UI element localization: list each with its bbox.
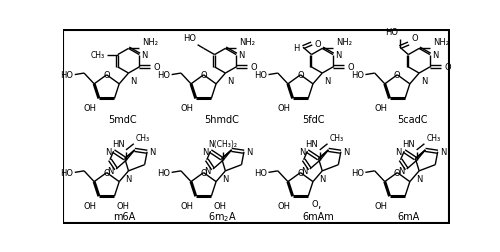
Text: 6mA: 6mA (398, 212, 420, 222)
Text: O: O (394, 71, 400, 80)
Text: HO: HO (157, 168, 170, 177)
Text: N: N (202, 147, 208, 156)
Text: HO: HO (351, 168, 364, 177)
Text: NH₂: NH₂ (433, 38, 449, 47)
Text: N: N (343, 148, 349, 157)
Text: CH₃: CH₃ (136, 134, 150, 143)
Text: HO: HO (254, 71, 267, 80)
Text: N: N (416, 174, 422, 183)
Text: CH₃: CH₃ (330, 134, 344, 143)
Text: N: N (246, 148, 252, 157)
Text: HO: HO (351, 71, 364, 80)
Text: N: N (432, 51, 438, 60)
Text: HO: HO (157, 71, 170, 80)
Text: N: N (126, 174, 132, 183)
Text: OH: OH (180, 104, 194, 113)
Text: OH: OH (374, 104, 387, 113)
Text: NH₂: NH₂ (336, 38, 352, 47)
Text: ,: , (318, 199, 321, 209)
Text: OH: OH (84, 104, 96, 113)
Text: N: N (301, 166, 308, 175)
Text: CH₃: CH₃ (90, 51, 104, 60)
Text: N: N (150, 148, 156, 157)
Text: 6mAm: 6mAm (302, 212, 334, 222)
Text: 5fdC: 5fdC (302, 114, 325, 124)
Text: HN: HN (306, 140, 318, 149)
Text: HN: HN (402, 140, 415, 149)
Text: OH: OH (278, 201, 290, 210)
Text: HO: HO (386, 28, 398, 37)
Text: N: N (398, 166, 404, 175)
Text: O: O (312, 200, 318, 209)
Text: N: N (440, 148, 446, 157)
Text: N: N (227, 77, 234, 86)
Text: N: N (130, 77, 136, 86)
Text: N: N (142, 51, 148, 60)
Text: 5cadC: 5cadC (398, 114, 428, 124)
Text: O: O (251, 63, 258, 72)
Text: O: O (315, 40, 322, 49)
Text: N: N (298, 147, 305, 156)
Text: 6m$_2$A: 6m$_2$A (208, 210, 238, 224)
Text: OH: OH (214, 201, 226, 210)
Text: O: O (297, 71, 304, 80)
Text: N: N (420, 77, 427, 86)
Text: m6A: m6A (114, 212, 136, 222)
Text: N: N (222, 174, 228, 183)
Text: OH: OH (180, 201, 194, 210)
Text: O: O (200, 71, 207, 80)
Text: N: N (324, 77, 330, 86)
Text: N(CH₃)₂: N(CH₃)₂ (208, 139, 238, 148)
Text: OH: OH (116, 201, 130, 210)
Text: NH₂: NH₂ (142, 38, 158, 47)
Text: HN: HN (112, 140, 124, 149)
Text: N: N (319, 174, 326, 183)
Text: O: O (348, 63, 354, 72)
Text: OH: OH (278, 104, 290, 113)
Text: O: O (200, 168, 207, 177)
Text: 5hmdC: 5hmdC (204, 114, 239, 124)
Text: N: N (238, 51, 245, 60)
Text: N: N (336, 51, 342, 60)
Text: NH₂: NH₂ (240, 38, 256, 47)
Text: N: N (396, 147, 402, 156)
Text: N: N (204, 166, 210, 175)
Text: O: O (297, 168, 304, 177)
Text: HO: HO (60, 168, 73, 177)
Text: O: O (394, 168, 400, 177)
Text: O: O (104, 168, 110, 177)
Text: 5mdC: 5mdC (108, 114, 136, 124)
Text: N: N (108, 166, 114, 175)
Text: O: O (412, 34, 418, 43)
Text: HO: HO (183, 34, 196, 43)
Text: OH: OH (374, 201, 387, 210)
Text: O: O (154, 63, 160, 72)
Text: HO: HO (254, 168, 267, 177)
Text: O: O (104, 71, 110, 80)
Text: HO: HO (60, 71, 73, 80)
Text: H: H (294, 44, 300, 52)
Text: O: O (444, 63, 451, 72)
Text: OH: OH (84, 201, 96, 210)
Text: N: N (105, 147, 112, 156)
Text: CH₃: CH₃ (426, 134, 441, 143)
